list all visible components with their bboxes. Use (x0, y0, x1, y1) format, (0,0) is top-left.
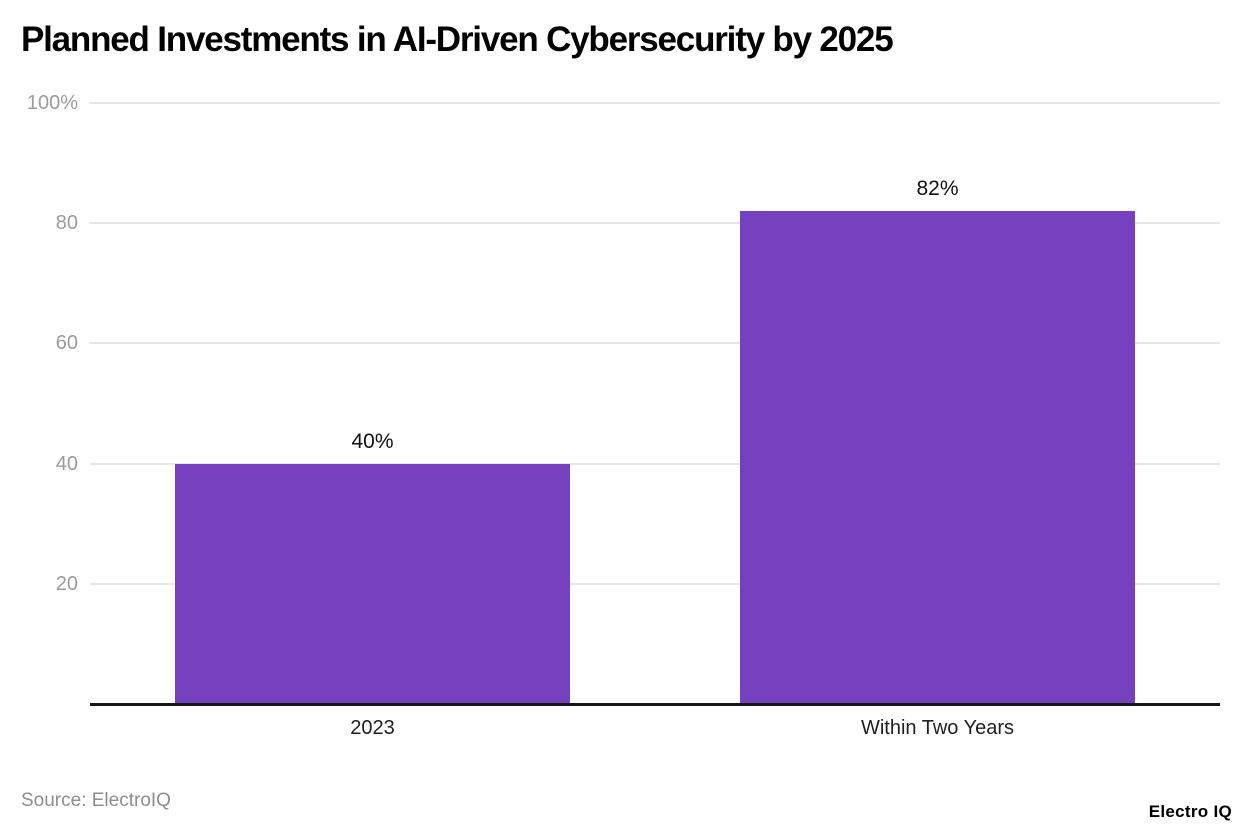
x-axis-label-2023: 2023 (350, 717, 395, 739)
y-axis-tick-label: 20 (55, 572, 78, 595)
chart-title: Planned Investments in AI-Driven Cyberse… (21, 20, 894, 59)
bar-group-2023: 40% (175, 103, 570, 704)
bar-2023 (175, 463, 570, 704)
bar-value-label: 40% (351, 429, 394, 453)
brand-logo: Electro IQ (1148, 802, 1232, 821)
bar-value-label: 82% (916, 177, 959, 201)
y-axis-tick-label: 60 (55, 332, 78, 355)
source-note: Source: ElectroIQ (21, 790, 171, 811)
x-axis-line (90, 703, 1220, 706)
bar-within-two-years (740, 211, 1135, 704)
plot-area: 100% 80 60 40 20 40% 82% 2023 Wit (27, 92, 1220, 739)
y-axis-tick-label: 100% (26, 92, 78, 114)
gridline (90, 342, 1220, 345)
bar-group-within-two-years: 82% (740, 103, 1135, 704)
gridline (90, 582, 1220, 585)
x-axis-label-within-two-years: Within Two Years (860, 717, 1015, 739)
y-axis-tick-label: 80 (55, 212, 78, 235)
gridline (90, 222, 1220, 225)
y-axis-tick-label: 40 (55, 452, 78, 475)
gridline (90, 462, 1220, 465)
gridline (90, 102, 1220, 104)
